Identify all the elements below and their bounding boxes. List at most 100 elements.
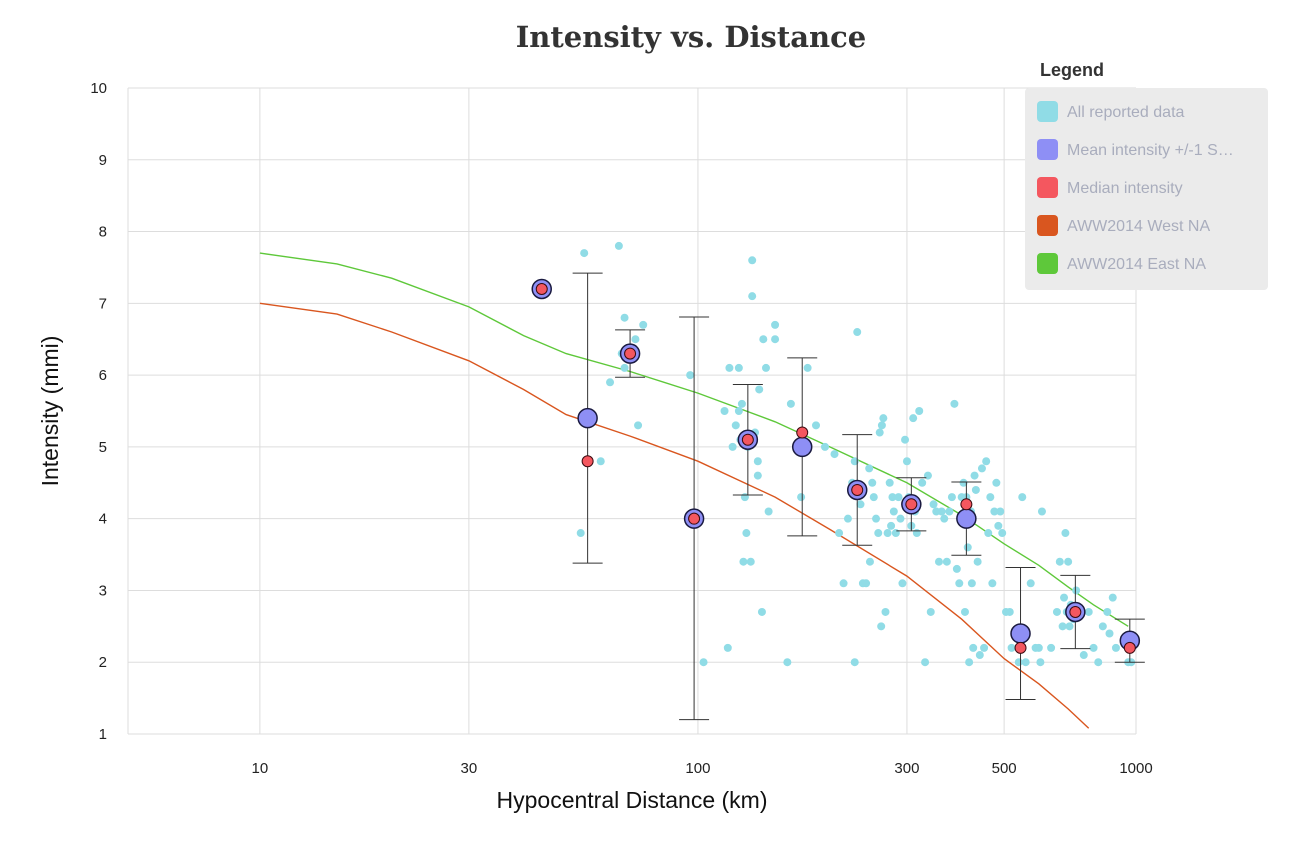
median-point: [741, 433, 754, 446]
reported-point: [723, 643, 732, 652]
reported-point: [934, 557, 943, 566]
reported-point: [734, 363, 743, 372]
reported-point: [1058, 622, 1067, 631]
reported-point: [937, 507, 946, 516]
y-tick-label: 6: [99, 367, 107, 384]
reported-point: [1098, 622, 1107, 631]
reported-point: [869, 493, 878, 502]
reported-point: [1018, 493, 1027, 502]
reported-point: [992, 478, 1001, 487]
reported-point: [771, 320, 780, 329]
y-tick-label: 8: [99, 224, 107, 241]
reported-point: [614, 241, 623, 250]
reported-point: [757, 607, 766, 616]
reported-point: [965, 658, 974, 667]
reported-point: [843, 514, 852, 523]
median-intensity-points: [535, 282, 1136, 654]
reported-point: [960, 607, 969, 616]
reported-point: [1021, 658, 1030, 667]
reported-point: [811, 421, 820, 430]
y-tick-label: 10: [90, 80, 107, 97]
model-curves: [259, 252, 1129, 729]
reported-point: [753, 471, 762, 480]
y-axis-ticks: 1 2 3 4 5 6 7 8 9 10: [90, 80, 107, 743]
legend-box: [1025, 88, 1268, 290]
x-tick-label: 100: [685, 760, 710, 777]
reported-point: [1034, 643, 1043, 652]
median-point: [535, 282, 548, 295]
x-axis-label: Hypocentral Distance (km): [497, 787, 768, 813]
mean-point: [956, 508, 977, 529]
reported-point: [1084, 607, 1093, 616]
reported-point: [988, 579, 997, 588]
x-tick-label: 500: [992, 760, 1017, 777]
legend-label: AWW2014 West NA: [1067, 218, 1210, 235]
reported-point: [728, 442, 737, 451]
reported-point: [887, 521, 896, 530]
reported-point: [1052, 607, 1061, 616]
reported-point: [883, 529, 892, 538]
reported-point: [1055, 557, 1064, 566]
median-point: [905, 498, 918, 511]
reported-point: [1061, 529, 1070, 538]
reported-point: [850, 658, 859, 667]
reported-point: [1111, 643, 1120, 652]
reported-point: [945, 507, 954, 516]
reported-point: [898, 579, 907, 588]
reported-point: [755, 385, 764, 394]
reported-point: [686, 371, 695, 380]
reported-point: [830, 450, 839, 459]
reported-point: [620, 313, 629, 322]
reported-point: [853, 328, 862, 337]
reported-point: [580, 249, 589, 258]
reported-point: [888, 493, 897, 502]
reported-point: [1072, 586, 1081, 595]
mean-intensity-points: [531, 278, 1141, 651]
reported-point: [984, 529, 993, 538]
reported-point: [783, 658, 792, 667]
median-point: [960, 498, 973, 511]
reported-point: [872, 514, 881, 523]
reported-point: [929, 500, 938, 509]
reported-point: [980, 643, 989, 652]
reported-point: [748, 256, 757, 265]
x-tick-label: 300: [894, 760, 919, 777]
chart-title: Intensity vs. Distance: [516, 20, 867, 54]
reported-point: [753, 457, 762, 466]
median-point: [796, 426, 809, 439]
reported-point: [748, 292, 757, 301]
reported-point: [940, 514, 949, 523]
y-tick-label: 1: [99, 726, 107, 743]
x-tick-label: 1000: [1119, 760, 1152, 777]
reported-point: [1036, 658, 1045, 667]
legend-swatch: [1037, 177, 1058, 198]
reported-point: [1065, 622, 1074, 631]
y-tick-label: 7: [99, 295, 107, 312]
reported-point: [901, 435, 910, 444]
reported-point: [856, 500, 865, 509]
legend-swatch: [1037, 139, 1058, 160]
reported-point: [879, 414, 888, 423]
reported-point: [877, 421, 886, 430]
reported-point: [699, 658, 708, 667]
reported-point: [971, 485, 980, 494]
reported-point: [996, 507, 1005, 516]
legend-label: All reported data: [1067, 104, 1185, 121]
median-point: [581, 455, 594, 468]
reported-point: [885, 478, 894, 487]
y-tick-label: 2: [99, 654, 107, 671]
reported-point: [606, 378, 615, 387]
reported-point: [596, 457, 605, 466]
reported-point: [973, 557, 982, 566]
legend-label: Mean intensity +/-1 S…: [1067, 142, 1234, 159]
reported-point: [620, 363, 629, 372]
reported-point: [1064, 557, 1073, 566]
reported-point: [759, 335, 768, 344]
reported-point: [982, 457, 991, 466]
reported-point: [639, 320, 648, 329]
reported-point: [764, 507, 773, 516]
reported-point: [959, 478, 968, 487]
reported-point: [912, 529, 921, 538]
reported-point: [865, 464, 874, 473]
